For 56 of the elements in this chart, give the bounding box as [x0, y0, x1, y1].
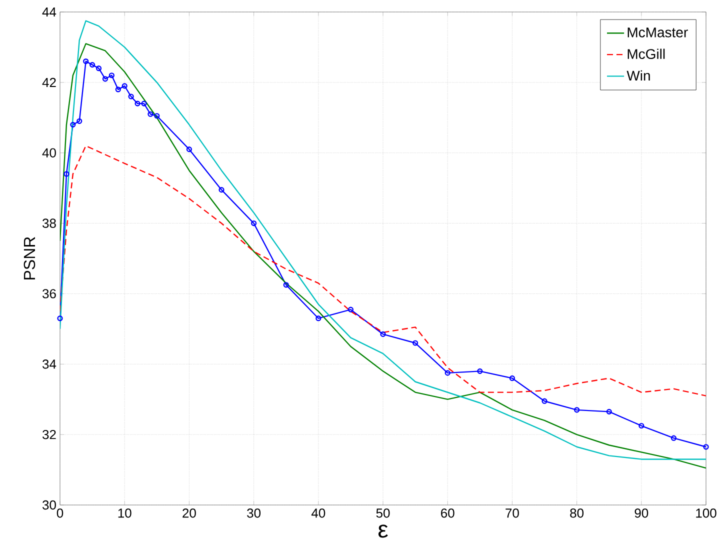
point [542, 398, 548, 404]
x-tick-label: 50 [376, 508, 390, 518]
point [348, 306, 354, 312]
point [108, 72, 114, 78]
x-tick-label: 100 [696, 508, 716, 518]
point [64, 171, 70, 177]
x-tick-label: 0 [56, 508, 64, 518]
x-tick-label: 90 [634, 508, 648, 518]
point [141, 100, 147, 106]
y-tick-label: 32 [42, 430, 56, 440]
y-tick-label: 44 [42, 7, 56, 16]
y-tick-label: 38 [42, 218, 56, 228]
point [444, 370, 450, 376]
point [83, 58, 89, 64]
x-tick-label: 40 [311, 508, 326, 518]
x-tick-label: 10 [118, 508, 132, 518]
point [134, 100, 140, 106]
point [283, 282, 289, 288]
point [477, 368, 483, 374]
point [154, 113, 160, 119]
point [186, 146, 192, 152]
y-tick-label: 42 [42, 78, 56, 87]
point [574, 407, 580, 413]
point [638, 422, 644, 429]
point [380, 331, 386, 337]
x-tick-label: 20 [182, 508, 196, 518]
y-tick-label: 34 [42, 360, 56, 369]
point [76, 118, 82, 124]
point [90, 62, 96, 68]
point [251, 220, 257, 226]
point [115, 86, 121, 92]
x-tick-label: 80 [570, 508, 584, 518]
point [509, 375, 516, 381]
point [670, 435, 677, 441]
point [70, 122, 76, 128]
point [148, 111, 154, 117]
legend-label: McGill [628, 48, 665, 59]
point [218, 186, 224, 193]
point [316, 316, 322, 322]
x-tick-label: 60 [441, 508, 454, 518]
point [102, 76, 108, 82]
line-series [60, 145, 706, 396]
legend-label: McMaster [628, 28, 688, 38]
x-tick-label: 70 [506, 508, 519, 518]
point [128, 94, 134, 100]
x-tick-label: 30 [247, 508, 261, 518]
point [606, 408, 612, 414]
point [412, 340, 418, 346]
y-tick-label: 36 [42, 289, 56, 298]
point [122, 83, 128, 89]
y-tick-label: 40 [42, 148, 56, 158]
point [96, 66, 102, 72]
x-axis-title: ε [378, 524, 388, 538]
y-tick-label: 30 [42, 500, 56, 510]
legend-label: Win [626, 70, 650, 80]
y-axis-title: PSNR [24, 236, 36, 280]
